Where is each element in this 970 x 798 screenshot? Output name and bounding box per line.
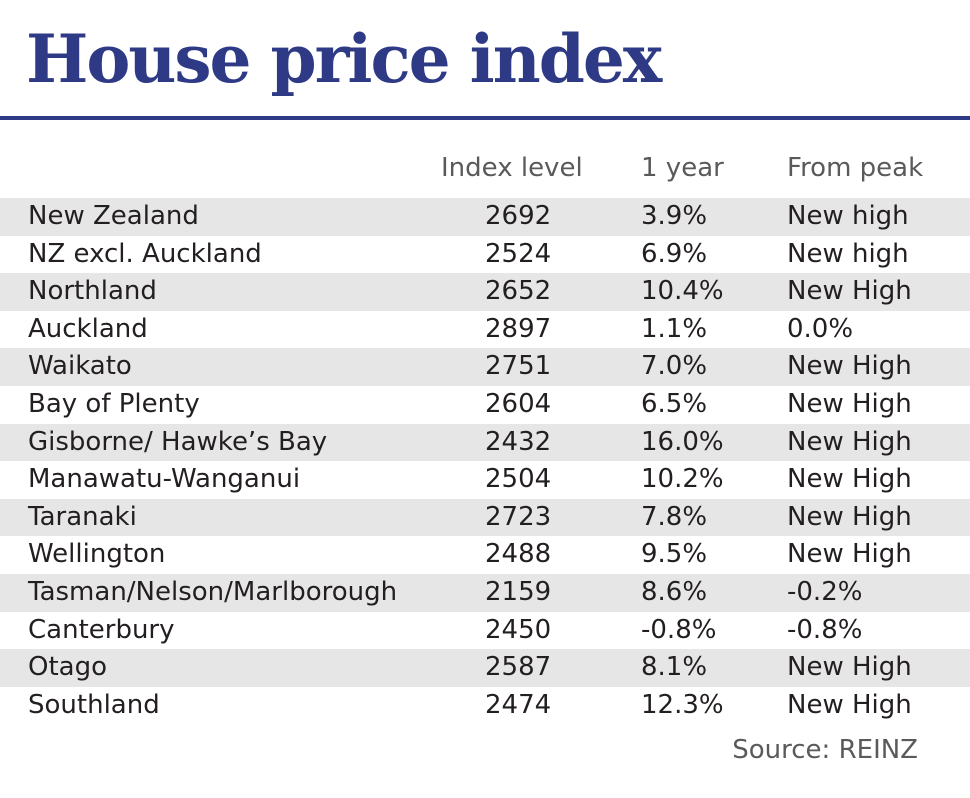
table-row: Canterbury 2450 -0.8% -0.8% bbox=[0, 612, 970, 650]
table-row: Gisborne/ Hawke’s Bay 2432 16.0% New High bbox=[0, 423, 970, 462]
table-row: NZ excl. Auckland 2524 6.9% New high bbox=[0, 236, 970, 274]
one-year-change-cell: -0.8% bbox=[641, 614, 717, 645]
index-level-cell: 2504 bbox=[485, 464, 552, 495]
index-level-cell: 2159 bbox=[485, 576, 552, 607]
one-year-change-cell: 12.3% bbox=[641, 689, 724, 720]
from-peak-cell: New High bbox=[787, 276, 912, 307]
index-level-cell: 2897 bbox=[485, 313, 552, 344]
one-year-change-cell: 1.1% bbox=[641, 313, 708, 344]
region-cell: Northland bbox=[28, 276, 157, 307]
from-peak-cell: 0.0% bbox=[787, 313, 854, 344]
from-peak-cell: New High bbox=[787, 689, 912, 720]
index-level-cell: 2692 bbox=[485, 201, 552, 231]
one-year-change-cell: 6.5% bbox=[641, 388, 708, 419]
table-row: Manawatu-Wanganui 2504 10.2% New High bbox=[0, 461, 970, 499]
table-row: Otago 2587 8.1% New High bbox=[0, 649, 970, 687]
chart-title: House price index bbox=[26, 20, 662, 98]
region-cell: Canterbury bbox=[28, 614, 175, 645]
table-row: Taranaki 2723 7.8% New High bbox=[0, 498, 970, 537]
region-cell: Waikato bbox=[28, 351, 132, 382]
from-peak-cell: New High bbox=[787, 351, 912, 382]
table-row: Auckland 2897 1.1% 0.0% bbox=[0, 311, 970, 349]
table-row: Waikato 2751 7.0% New High bbox=[0, 348, 970, 386]
index-level-cell: 2488 bbox=[485, 539, 552, 570]
one-year-change-cell: 7.0% bbox=[641, 351, 708, 382]
index-level-cell: 2723 bbox=[485, 501, 552, 532]
region-cell: Bay of Plenty bbox=[28, 388, 200, 419]
from-peak-cell: -0.8% bbox=[787, 614, 863, 645]
from-peak-cell: New High bbox=[787, 426, 912, 457]
one-year-change-cell: 7.8% bbox=[641, 501, 708, 532]
region-cell: Southland bbox=[28, 689, 160, 720]
index-level-cell: 2652 bbox=[485, 276, 552, 307]
table-row: New Zealand 2692 3.9% New high bbox=[0, 198, 970, 236]
table-row: Bay of Plenty 2604 6.5% New High bbox=[0, 386, 970, 424]
region-cell: Manawatu-Wanganui bbox=[28, 464, 301, 495]
one-year-change-cell: 9.5% bbox=[641, 539, 708, 570]
one-year-change-cell: 3.9% bbox=[641, 201, 708, 231]
table-row: Northland 2652 10.4% New High bbox=[0, 273, 970, 311]
column-header-index-level: Index level bbox=[441, 153, 583, 183]
index-level-cell: 2432 bbox=[485, 426, 552, 457]
from-peak-cell: New High bbox=[787, 501, 912, 532]
one-year-change-cell: 16.0% bbox=[641, 426, 724, 457]
from-peak-cell: New High bbox=[787, 539, 912, 570]
region-cell: Taranaki bbox=[28, 501, 137, 532]
table-row: Southland 2474 12.3% New High bbox=[0, 687, 970, 725]
one-year-change-cell: 8.6% bbox=[641, 576, 708, 607]
region-cell: Auckland bbox=[28, 313, 148, 344]
from-peak-cell: New high bbox=[787, 201, 909, 231]
region-cell: NZ excl. Auckland bbox=[28, 238, 262, 269]
index-level-cell: 2450 bbox=[485, 614, 552, 645]
from-peak-cell: -0.2% bbox=[787, 576, 863, 607]
from-peak-cell: New High bbox=[787, 464, 912, 495]
region-cell: Otago bbox=[28, 652, 108, 683]
source-note: Source: REINZ bbox=[732, 735, 918, 765]
table-row: Wellington 2488 9.5% New High bbox=[0, 536, 970, 574]
title-rule bbox=[0, 116, 970, 120]
region-cell: Wellington bbox=[28, 539, 166, 570]
one-year-change-cell: 10.2% bbox=[641, 464, 724, 495]
from-peak-cell: New High bbox=[787, 388, 912, 419]
index-level-cell: 2751 bbox=[485, 351, 552, 382]
index-level-cell: 2474 bbox=[485, 689, 552, 720]
table-body: New Zealand 2692 3.9% New high NZ excl. Auck… bbox=[0, 198, 970, 724]
index-level-cell: 2524 bbox=[485, 238, 552, 269]
one-year-change-cell: 6.9% bbox=[641, 238, 708, 269]
index-level-cell: 2587 bbox=[485, 652, 552, 683]
region-cell: New Zealand bbox=[28, 201, 199, 231]
column-header-from-peak: From peak bbox=[787, 153, 924, 183]
region-cell: Gisborne/ Hawke’s Bay bbox=[28, 426, 328, 457]
one-year-change-cell: 10.4% bbox=[641, 276, 724, 307]
from-peak-cell: New high bbox=[787, 238, 909, 269]
from-peak-cell: New High bbox=[787, 652, 912, 683]
column-header-1-year: 1 year bbox=[641, 153, 724, 183]
table-row: Tasman/Nelson/Marlborough 2159 8.6% -0.2% bbox=[0, 573, 970, 612]
index-level-cell: 2604 bbox=[485, 388, 552, 419]
region-cell: Tasman/Nelson/Marlborough bbox=[28, 576, 398, 607]
one-year-change-cell: 8.1% bbox=[641, 652, 708, 683]
